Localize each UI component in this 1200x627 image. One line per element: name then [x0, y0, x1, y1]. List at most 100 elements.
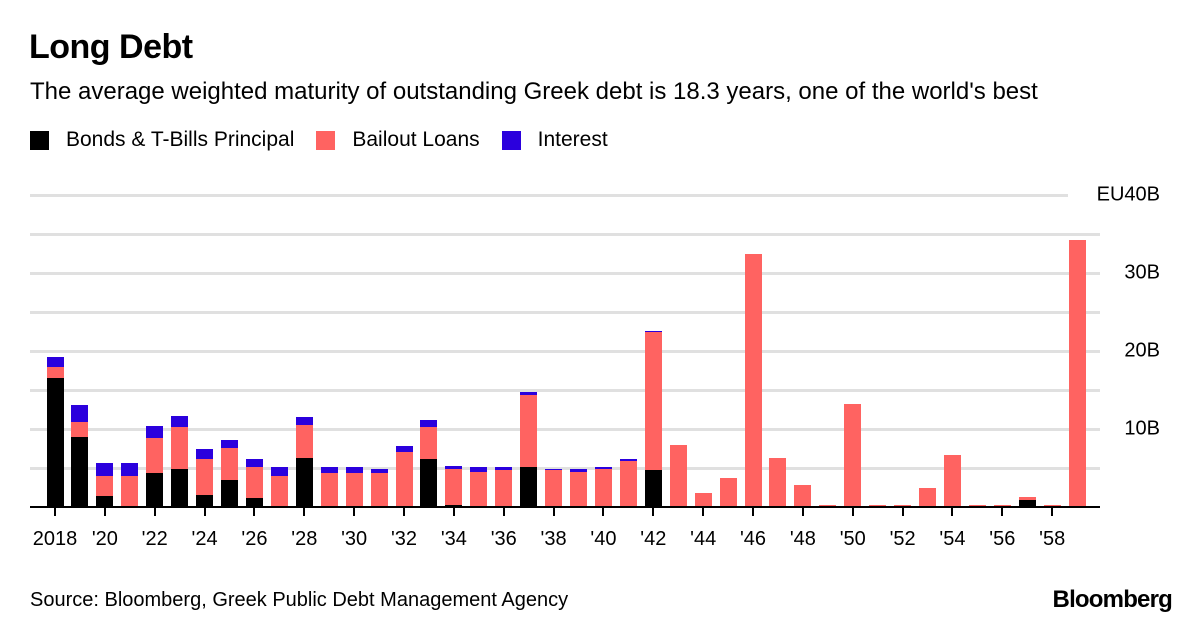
gridline — [30, 272, 1100, 275]
bar-segment — [1018, 496, 1036, 500]
bar-segment — [520, 391, 538, 395]
x-tick — [353, 507, 356, 516]
bar-segment — [71, 421, 89, 437]
bar-segment — [968, 504, 986, 507]
bar-segment — [395, 452, 413, 507]
x-axis-label: '20 — [91, 528, 118, 550]
bar-segment — [1043, 504, 1061, 507]
bar-segment — [919, 488, 937, 507]
x-axis-label: '52 — [889, 528, 916, 550]
legend-label: Interest — [537, 128, 608, 151]
bar-segment — [744, 253, 762, 507]
bar-segment — [345, 473, 363, 507]
bar-segment — [146, 438, 164, 474]
bar-segment — [794, 485, 812, 507]
x-axis-label: '46 — [739, 528, 767, 550]
x-tick — [652, 507, 655, 516]
bar-segment — [445, 465, 463, 469]
bar-segment — [470, 467, 488, 472]
legend: Bonds & T-Bills Principal Bailout Loans … — [30, 128, 630, 152]
x-axis-label: '24 — [191, 528, 218, 550]
x-tick — [951, 507, 954, 516]
bar-segment — [46, 357, 64, 368]
bar-segment — [221, 447, 238, 481]
x-tick — [253, 507, 256, 516]
x-tick — [502, 507, 505, 516]
legend-label: Bonds & T-Bills Principal — [66, 128, 295, 151]
legend-item-interest: Interest — [501, 128, 608, 152]
x-tick — [702, 507, 705, 516]
bar-segment — [221, 480, 238, 507]
bar-segment — [171, 426, 189, 469]
y-axis-label: 10B — [1124, 417, 1160, 440]
bar-segment — [196, 458, 214, 495]
bar-segment — [320, 467, 338, 474]
bar-segment — [221, 439, 238, 448]
x-axis-label: '58 — [1039, 528, 1066, 550]
legend-label: Bailout Loans — [352, 128, 480, 151]
bar-segment — [644, 470, 662, 507]
bar-segment — [146, 473, 164, 507]
bar-segment — [495, 470, 513, 507]
bonds-swatch-icon — [30, 130, 49, 150]
gridline — [30, 428, 1100, 431]
bar-segment — [245, 459, 263, 468]
bar-segment — [420, 459, 438, 507]
y-axis-label: EU40B — [1096, 183, 1160, 206]
bar-segment — [270, 475, 288, 507]
bar-segment — [619, 460, 637, 507]
x-tick — [1051, 507, 1054, 516]
bar-segment — [694, 492, 712, 507]
x-axis-label: '34 — [440, 528, 467, 550]
x-axis-label: '56 — [989, 528, 1016, 550]
bar-segment — [520, 394, 538, 468]
bar-segment — [71, 436, 89, 507]
bar-segment — [270, 467, 288, 476]
bar-segment — [545, 470, 563, 507]
bar-segment — [594, 467, 612, 469]
chart-subtitle: The average weighted maturity of outstan… — [30, 78, 1038, 105]
x-axis-label: '40 — [590, 528, 617, 550]
bar-segment — [570, 471, 588, 507]
bar-segment — [245, 497, 263, 507]
bar-segment — [445, 504, 463, 507]
x-axis-label: '48 — [789, 528, 816, 550]
bar-segment — [171, 468, 189, 507]
bar-segment — [445, 468, 463, 505]
bar-segment — [1068, 240, 1086, 507]
x-tick — [54, 507, 56, 516]
x-axis-label: '36 — [490, 528, 517, 550]
gridline — [30, 389, 1100, 392]
x-tick — [303, 507, 306, 516]
bar-segment — [894, 504, 912, 507]
bar-segment — [46, 367, 64, 378]
x-tick — [103, 507, 106, 516]
x-tick — [153, 507, 156, 516]
x-axis-label: '30 — [341, 528, 368, 550]
gridline — [30, 350, 1100, 353]
x-tick — [602, 507, 605, 516]
bar-segment — [644, 332, 662, 471]
x-tick — [203, 507, 206, 516]
bar-segment — [46, 377, 64, 507]
x-tick — [801, 507, 804, 516]
bar-segment — [121, 462, 139, 476]
bar-segment — [71, 404, 89, 422]
x-axis-label: '32 — [390, 528, 418, 550]
bar-segment — [171, 415, 189, 427]
bar-segment — [993, 504, 1011, 507]
x-tick — [851, 507, 854, 516]
x-axis-label: '22 — [141, 528, 168, 550]
bar-segment — [669, 444, 687, 507]
bar-segment — [245, 467, 263, 498]
bar-segment — [844, 404, 862, 507]
x-axis-label: 2018 — [32, 528, 78, 550]
bar-segment — [121, 475, 139, 507]
bar-segment — [295, 425, 313, 458]
bailout-swatch-icon — [316, 130, 336, 150]
bar-segment — [470, 471, 488, 507]
bar-segment — [644, 330, 662, 333]
bar-segment — [295, 417, 313, 426]
bar-segment — [345, 467, 363, 474]
x-axis-label: '38 — [540, 528, 567, 550]
